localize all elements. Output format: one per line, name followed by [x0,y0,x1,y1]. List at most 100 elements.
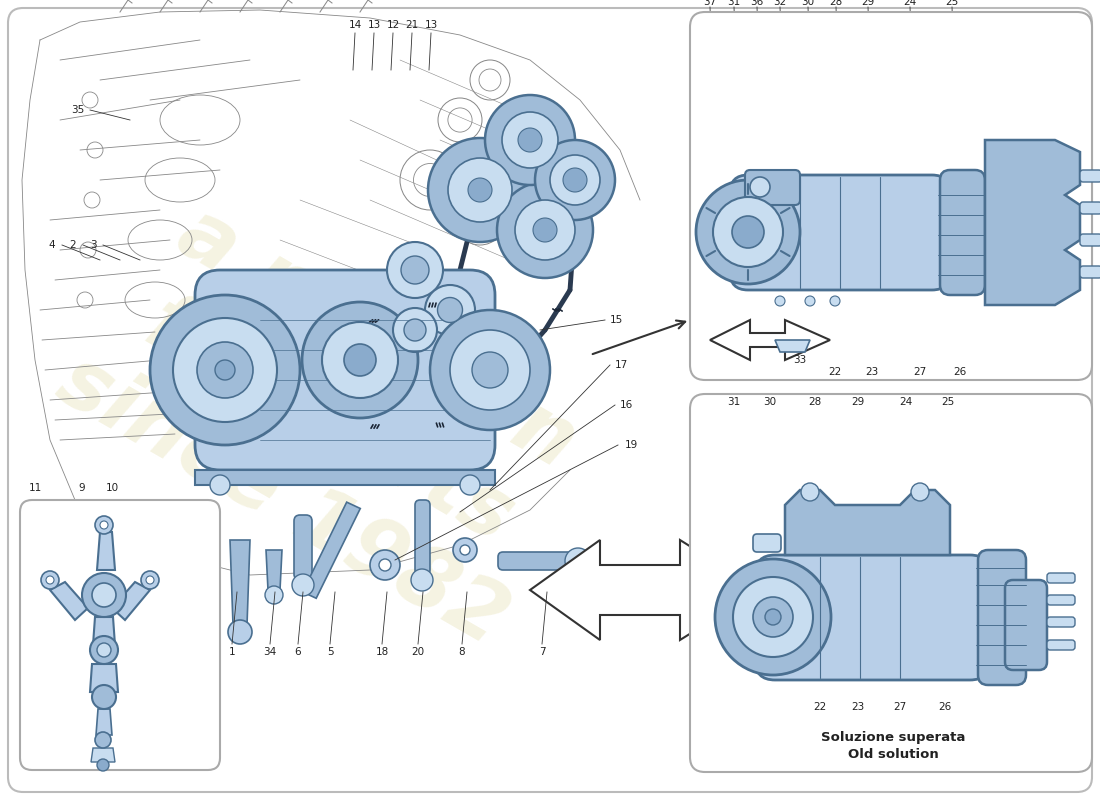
Text: 23: 23 [866,367,879,377]
FancyBboxPatch shape [8,8,1092,792]
Text: 33: 33 [793,355,806,365]
Circle shape [150,295,300,445]
Circle shape [97,759,109,771]
Circle shape [448,158,512,222]
Circle shape [92,583,116,607]
Circle shape [173,318,277,422]
FancyBboxPatch shape [195,270,495,470]
Polygon shape [112,582,150,620]
FancyBboxPatch shape [498,552,578,570]
Polygon shape [266,550,282,590]
Text: 31: 31 [727,0,740,7]
Polygon shape [91,748,116,762]
Polygon shape [776,340,810,352]
Text: 7: 7 [539,647,546,657]
Circle shape [146,576,154,584]
Polygon shape [94,617,115,645]
Text: 13: 13 [367,20,381,30]
Circle shape [425,285,475,335]
Circle shape [214,360,235,380]
FancyBboxPatch shape [1080,170,1100,182]
Text: 3: 3 [90,240,97,250]
Text: 17: 17 [615,360,628,370]
Circle shape [565,548,591,574]
FancyBboxPatch shape [690,394,1092,772]
Polygon shape [710,320,830,360]
Circle shape [515,200,575,260]
Circle shape [485,95,575,185]
Text: 26: 26 [954,367,967,377]
Text: 9: 9 [79,483,86,493]
FancyBboxPatch shape [20,500,220,770]
Text: 35: 35 [72,105,85,115]
Circle shape [402,256,429,284]
Text: 11: 11 [29,483,42,493]
Text: 25: 25 [945,0,958,7]
Polygon shape [302,502,361,598]
Circle shape [141,571,160,589]
Circle shape [733,577,813,657]
Text: 24: 24 [900,397,913,407]
FancyBboxPatch shape [1080,234,1100,246]
Circle shape [46,576,54,584]
Text: 20: 20 [411,647,425,657]
FancyBboxPatch shape [755,555,990,680]
Circle shape [472,352,508,388]
Text: 5: 5 [327,647,333,657]
Text: 12: 12 [386,20,399,30]
FancyBboxPatch shape [415,500,430,575]
Circle shape [801,483,820,501]
Text: 30: 30 [763,397,777,407]
Text: 28: 28 [808,397,822,407]
FancyBboxPatch shape [1080,266,1100,278]
Circle shape [805,296,815,306]
Circle shape [550,155,600,205]
Text: 6: 6 [295,647,301,657]
Circle shape [563,168,587,192]
Circle shape [468,178,492,202]
FancyBboxPatch shape [730,175,950,290]
Text: 23: 23 [851,702,865,712]
Circle shape [95,732,111,748]
Text: 15: 15 [610,315,624,325]
Text: Soluzione superata: Soluzione superata [821,731,965,745]
Text: 26: 26 [938,702,952,712]
FancyBboxPatch shape [1047,640,1075,650]
Circle shape [265,586,283,604]
FancyBboxPatch shape [745,170,800,205]
FancyBboxPatch shape [940,170,984,295]
Polygon shape [50,582,88,620]
Circle shape [100,521,108,529]
Text: 14: 14 [349,20,362,30]
Circle shape [411,569,433,591]
Polygon shape [96,709,112,735]
Circle shape [292,574,313,596]
FancyBboxPatch shape [1047,595,1075,605]
Polygon shape [90,664,118,692]
Circle shape [518,128,542,152]
Text: 13: 13 [425,20,438,30]
Circle shape [197,342,253,398]
Polygon shape [530,540,760,640]
Circle shape [370,550,400,580]
Text: 29: 29 [861,0,875,7]
Circle shape [754,597,793,637]
Text: 22: 22 [828,367,842,377]
FancyBboxPatch shape [1080,202,1100,214]
Text: 18: 18 [375,647,388,657]
Circle shape [228,620,252,644]
Polygon shape [984,140,1080,305]
Text: a passion
for parts
since 1982: a passion for parts since 1982 [44,178,616,662]
Circle shape [302,302,418,418]
Text: Old solution: Old solution [848,749,938,762]
FancyBboxPatch shape [754,534,781,552]
Text: 36: 36 [750,0,763,7]
Circle shape [210,475,230,495]
Text: 10: 10 [106,483,119,493]
Text: 24: 24 [903,0,916,7]
Text: 27: 27 [913,367,926,377]
Text: 28: 28 [829,0,843,7]
Text: 37: 37 [703,0,716,7]
Circle shape [95,516,113,534]
Circle shape [387,242,443,298]
